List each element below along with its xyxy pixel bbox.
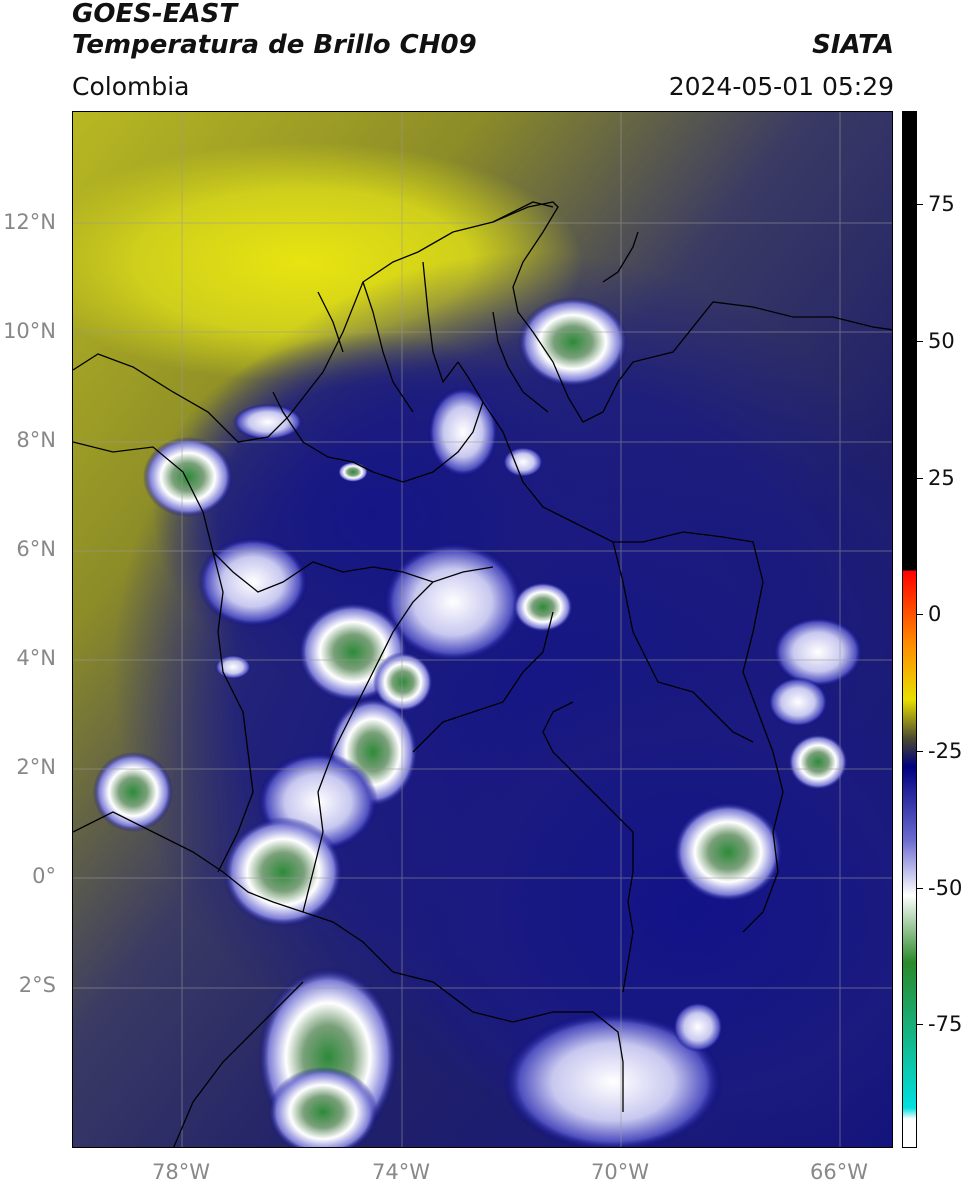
lat-label-0: 0° [32, 864, 56, 888]
region-label: Colombia [72, 72, 190, 101]
colorbar-tick [917, 478, 923, 479]
brand-label: SIATA [812, 30, 894, 60]
gridlines [73, 112, 892, 1147]
colorbar-tick [917, 204, 923, 205]
map-canvas [73, 112, 892, 1147]
lon-label-74w: 74°W [372, 1160, 430, 1184]
satellite-title: GOES-EAST [72, 0, 238, 29]
satellite-map[interactable] [72, 111, 893, 1148]
colorbar-label-neg50: -50 [928, 876, 963, 900]
colorbar [902, 111, 917, 1148]
product-title: Temperatura de Brillo CH09 [72, 30, 477, 60]
colorbar-tick [917, 751, 923, 752]
lat-label-8n: 8°N [16, 428, 56, 452]
lat-label-6n: 6°N [16, 537, 56, 561]
colorbar-tick [917, 888, 923, 889]
lat-label-12n: 12°N [3, 210, 56, 234]
lon-label-78w: 78°W [152, 1160, 210, 1184]
colorbar-label-25: 25 [928, 466, 955, 490]
datetime-label: 2024-05-01 05:29 [668, 72, 894, 101]
colorbar-label-75: 75 [928, 192, 955, 216]
colorbar-tick [917, 614, 923, 615]
lon-label-70w: 70°W [591, 1160, 649, 1184]
borders [73, 201, 892, 1147]
colorbar-tick [917, 1024, 923, 1025]
lat-label-10n: 10°N [3, 319, 56, 343]
lat-label-4n: 4°N [16, 646, 56, 670]
colorbar-label-50: 50 [928, 329, 955, 353]
lat-label-2n: 2°N [16, 755, 56, 779]
cold-area-south [393, 652, 892, 1147]
colorbar-label-neg25: -25 [928, 739, 963, 763]
colorbar-label-neg75: -75 [928, 1012, 963, 1036]
lon-label-66w: 66°W [810, 1160, 868, 1184]
lat-label-2s: 2°S [18, 973, 56, 997]
colorbar-tick [917, 341, 923, 342]
colorbar-label-0: 0 [928, 602, 942, 626]
